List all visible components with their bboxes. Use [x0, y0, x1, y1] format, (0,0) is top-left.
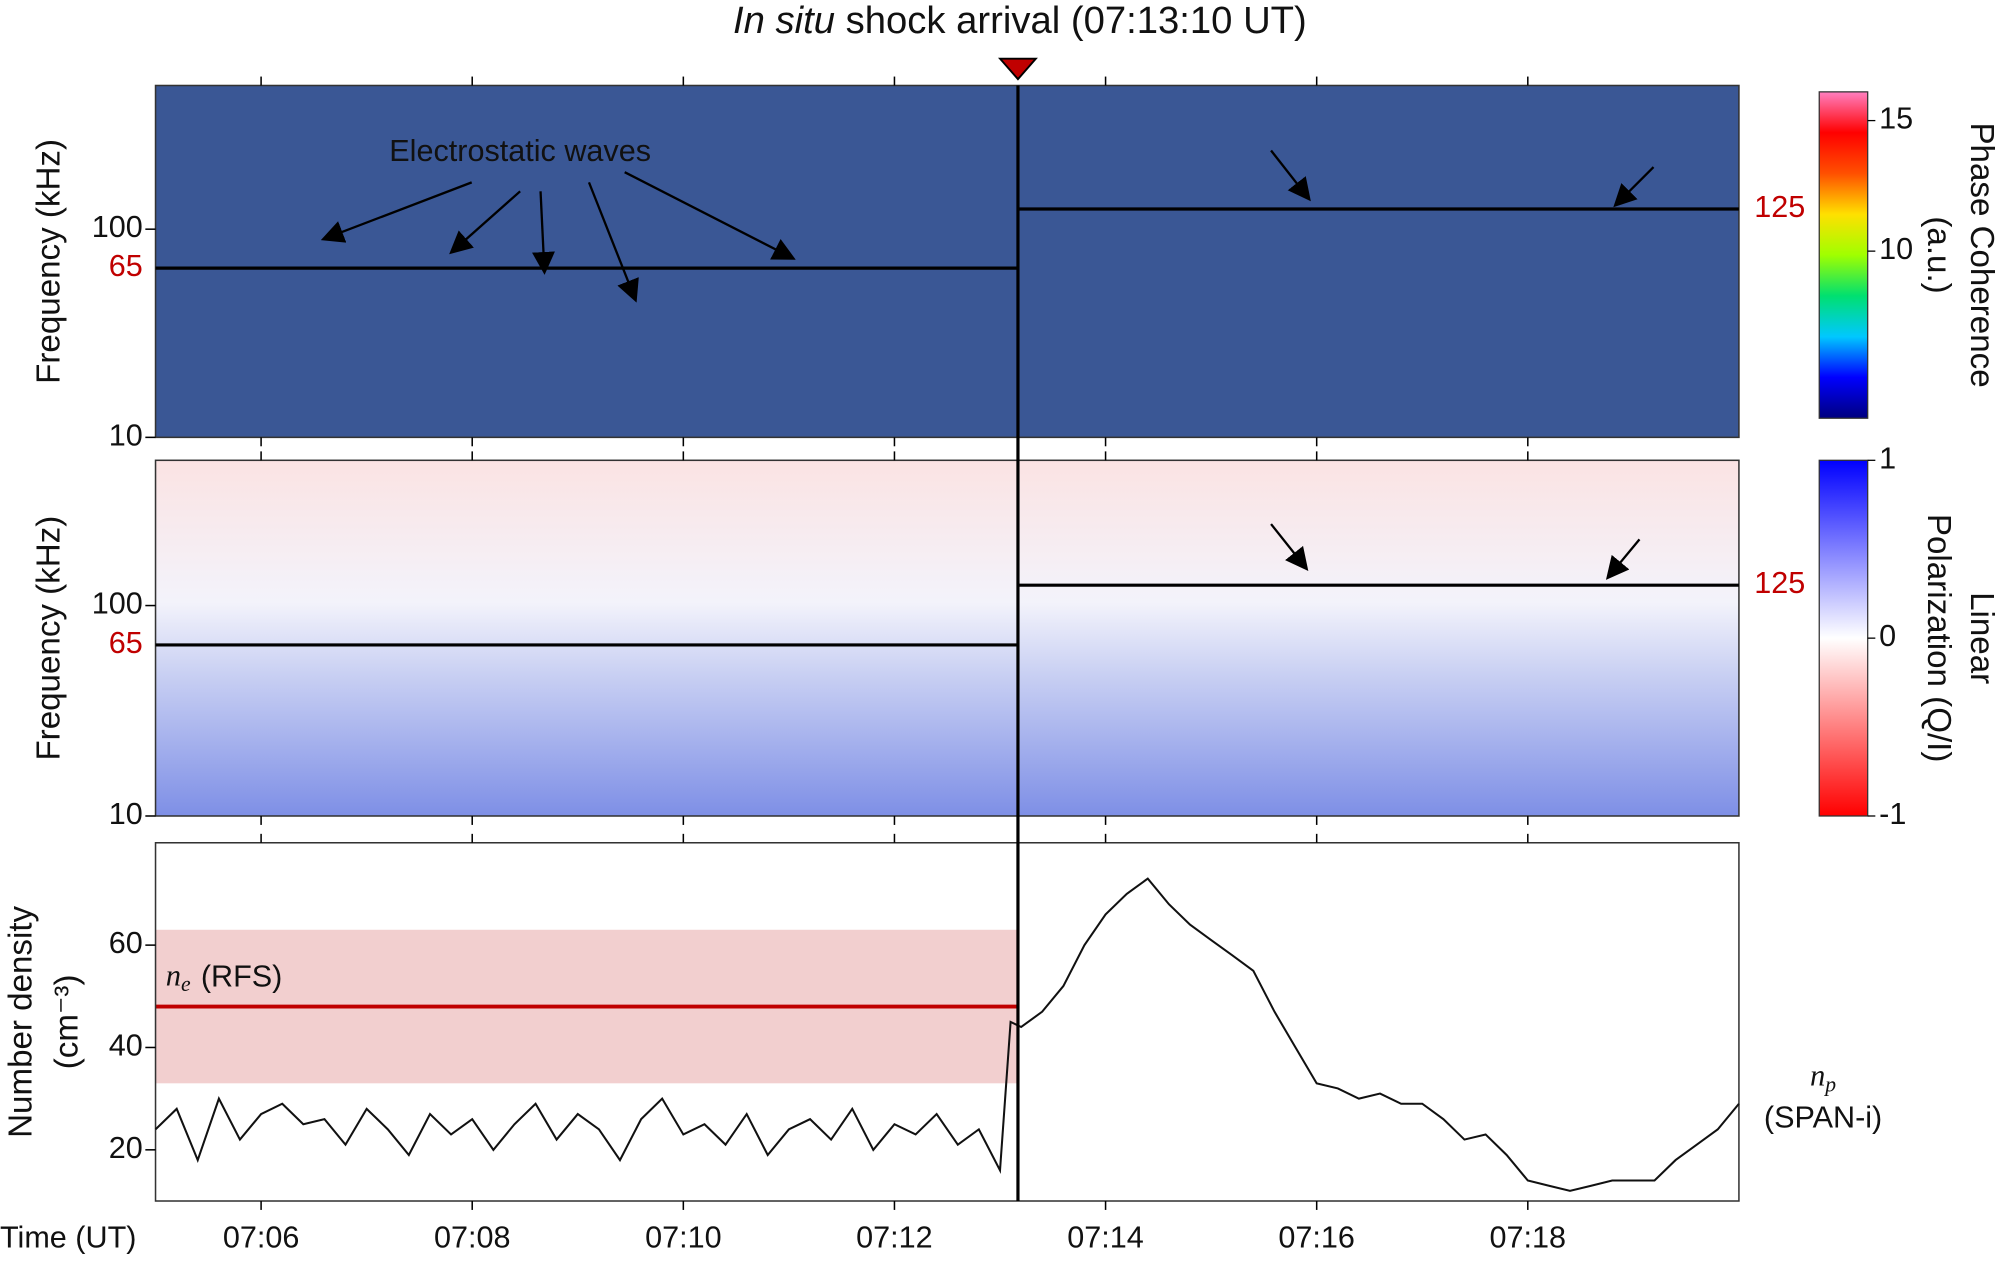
x-tick-label: 07:06 [223, 1220, 300, 1254]
colorbar-label: Polarization (Q/I) [1920, 514, 1957, 763]
colorbar-tick-label: 15 [1879, 102, 1913, 136]
level-label: 125 [1754, 190, 1805, 224]
y-axis-label: (cm⁻³) [49, 975, 86, 1070]
x-tick-label: 07:08 [434, 1220, 511, 1254]
legend-label: (SPAN-i) [1764, 1100, 1882, 1134]
title: In situ shock arrival (07:13:10 UT) [733, 0, 1307, 42]
x-tick-label: 07:12 [856, 1220, 933, 1254]
symbol-sub: p [1823, 1072, 1836, 1096]
level-label: 65 [109, 626, 143, 660]
arrows [320, 149, 1655, 580]
symbol: n [1810, 1059, 1825, 1093]
ne-sub: e [181, 972, 191, 996]
x-axis-label: Time (UT) [0, 1220, 136, 1254]
colorbar-label: (a.u.) [1920, 216, 1957, 293]
ne-symbol: n [166, 959, 181, 993]
colorbar-tick-label: 1 [1879, 441, 1896, 475]
shock-marker [997, 57, 1038, 81]
series-symbol: np [1810, 1059, 1836, 1097]
y-tick-label: 100 [92, 587, 143, 621]
x-tick-label: 07:10 [645, 1220, 722, 1254]
spectrogram-bg [155, 460, 1739, 816]
level-label: 125 [1754, 566, 1805, 600]
colorbar-label: Phase Coherence [1963, 122, 1999, 387]
density-line [154, 877, 1740, 1192]
y-axis-label: Frequency (kHz) [31, 516, 68, 761]
y-tick-label: 10 [109, 797, 143, 831]
colorbar-tick-label: 0 [1879, 619, 1896, 653]
y-axis-label: Frequency (kHz) [31, 139, 68, 384]
frame [154, 842, 1740, 1202]
y-tick-label: 40 [109, 1029, 143, 1063]
y-tick-label: 100 [92, 210, 143, 244]
colorbar-label: Linear [1963, 592, 1999, 684]
y-tick-label: 10 [109, 418, 143, 452]
colorbar [1818, 91, 1869, 419]
x-tick-label: 07:16 [1278, 1220, 1355, 1254]
x-tick-label: 07:14 [1067, 1220, 1144, 1254]
annotation: Electrostatic waves [389, 134, 651, 168]
y-tick-label: 60 [109, 926, 143, 960]
colorbar-tick-label: -1 [1879, 797, 1906, 831]
y-axis-label: Number density [3, 905, 40, 1137]
frame [154, 459, 1740, 817]
y-tick-label: 20 [109, 1131, 143, 1165]
spectrogram-bg [155, 85, 1739, 438]
frame [154, 84, 1740, 439]
ne-label: ne (RFS) [166, 959, 283, 997]
ne-text: (RFS) [201, 960, 283, 994]
x-tick-label: 07:18 [1490, 1220, 1567, 1254]
colorbar [1818, 459, 1869, 817]
colorbar-tick-label: 10 [1879, 232, 1913, 266]
level-label: 65 [109, 249, 143, 283]
